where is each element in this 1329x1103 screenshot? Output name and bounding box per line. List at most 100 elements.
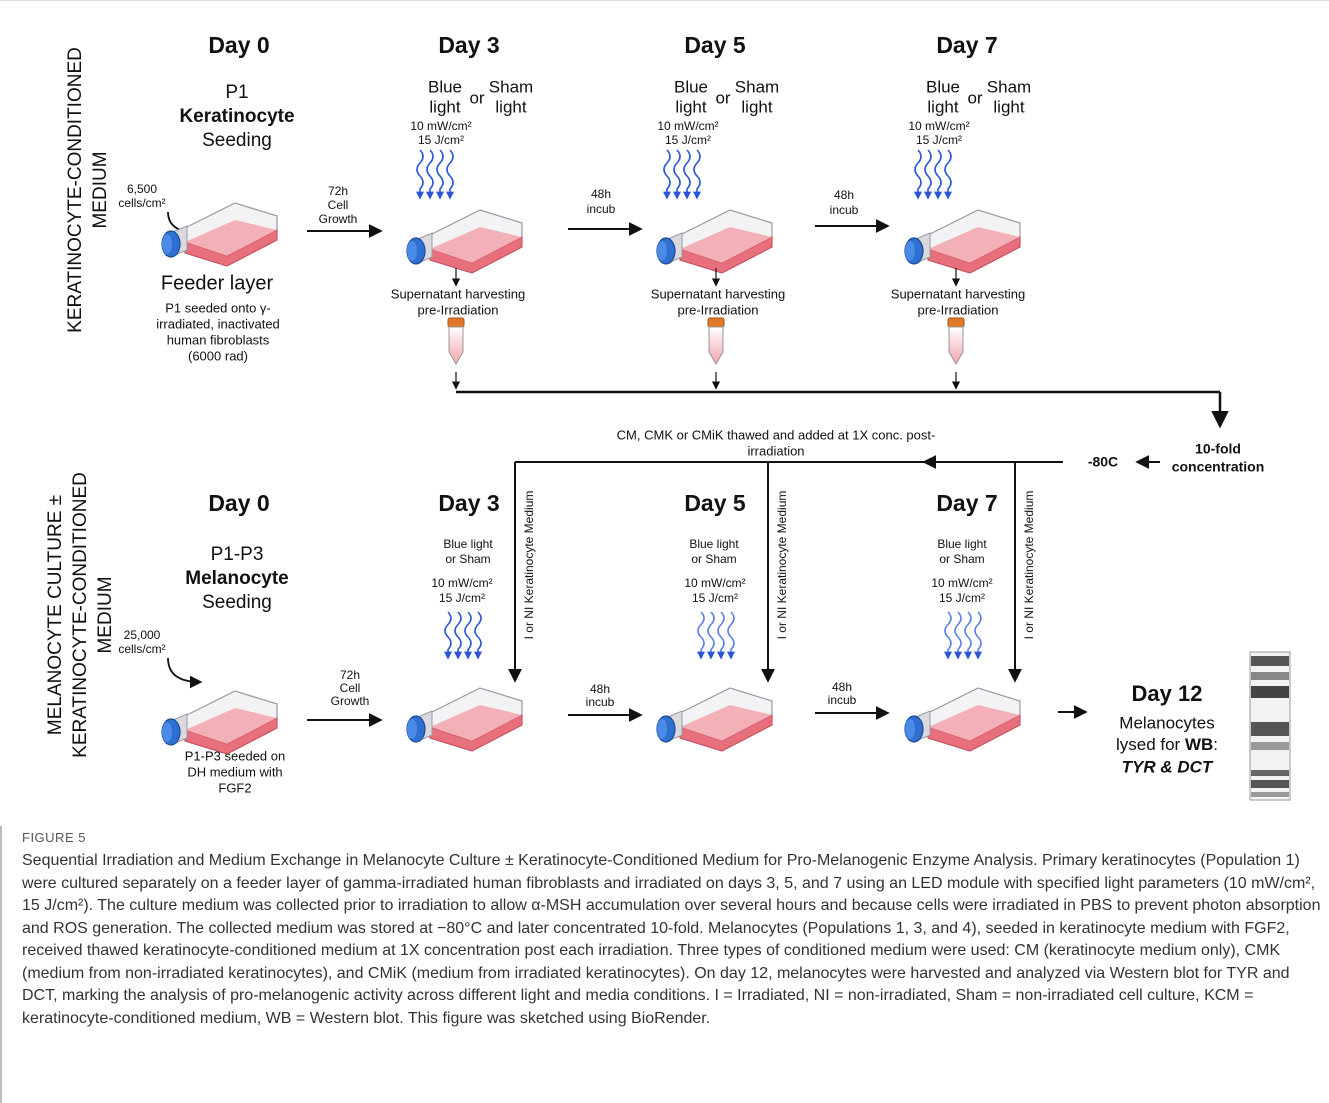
tube-body (709, 327, 723, 364)
blot-band (1251, 672, 1289, 680)
medium-label: I or NI Keratinocyte Medium (522, 491, 536, 640)
light-wave (945, 612, 951, 658)
light-wave (694, 150, 700, 198)
label: light (675, 97, 706, 116)
label: Day 0 (208, 32, 269, 58)
flask-icon (657, 210, 772, 273)
light-wave (975, 612, 981, 658)
light-wave (427, 150, 433, 198)
final-line: lysed for WB: (1116, 735, 1218, 754)
label: or Sham (939, 552, 984, 566)
label: Day 5 (684, 490, 746, 516)
label: 10 mW/cm² (410, 119, 471, 133)
medium-label: I or NI Keratinocyte Medium (775, 491, 789, 640)
light-wave (674, 150, 680, 198)
label: 72h (328, 184, 348, 198)
light-wave (708, 612, 714, 658)
label: 15 J/cm² (418, 133, 464, 147)
flask-cap-face (162, 722, 172, 742)
blot-band (1251, 742, 1289, 750)
light-wave (925, 150, 931, 198)
tube-cap (448, 318, 464, 327)
light-wave (955, 612, 961, 658)
flask-icon (162, 691, 277, 754)
blot-band (1251, 686, 1289, 698)
label: Blue (926, 77, 960, 96)
label: Cell (340, 681, 361, 695)
label: pre-Irradiation (678, 302, 759, 317)
side-label: MEDIUM (95, 576, 116, 653)
label: light (429, 97, 460, 116)
label: Day 12 (1132, 681, 1203, 706)
tube-icon (708, 318, 724, 364)
label: 48h (832, 680, 852, 694)
label: Sham (489, 77, 533, 96)
light-wave (475, 612, 481, 658)
side-label: KERATINOCYTE-CONDITIONED (70, 472, 91, 758)
label: Day 0 (208, 490, 269, 516)
label: Melanocyte (185, 568, 288, 589)
label: Blue light (443, 537, 493, 551)
label: incub (587, 202, 616, 216)
label: or (967, 88, 982, 107)
label: pre-Irradiation (418, 302, 499, 317)
label: 25,000 (124, 628, 161, 642)
label: human fibroblasts (167, 332, 270, 347)
flask-icon (905, 688, 1020, 751)
label: Sham (987, 77, 1031, 96)
label: lysed for (1116, 735, 1185, 754)
label: Supernatant harvesting (651, 286, 785, 301)
label: Blue light (937, 537, 987, 551)
light-wave (447, 150, 453, 198)
label: Day 3 (438, 32, 499, 58)
label: 15 J/cm² (665, 133, 711, 147)
label: Seeding (202, 130, 272, 151)
label: or (469, 88, 484, 107)
label: Blue light (689, 537, 739, 551)
tube-icon (948, 318, 964, 364)
label: (6000 rad) (188, 348, 248, 363)
label: 48h (590, 682, 610, 696)
label: concentration (1172, 459, 1265, 475)
label: Supernatant harvesting (391, 286, 525, 301)
light-wave (945, 150, 951, 198)
flask-cap-face (407, 241, 417, 261)
label: 48h (834, 188, 854, 202)
label: incub (586, 695, 615, 709)
label: incub (830, 203, 859, 217)
label: 10 mW/cm² (931, 576, 992, 590)
label: light (993, 97, 1024, 116)
label: P1-P3 (211, 544, 264, 565)
blot-band (1251, 656, 1289, 666)
light-wave (455, 612, 461, 658)
light-wave (728, 612, 734, 658)
flask-icon (407, 210, 522, 273)
label: Keratinocyte (179, 106, 294, 127)
flask-icon (657, 688, 772, 751)
label: 15 J/cm² (692, 591, 738, 605)
side-label: KERATINOCYTE-CONDITIONED (65, 47, 86, 333)
blot-band (1251, 780, 1289, 788)
light-wave (437, 150, 443, 198)
label: light (495, 97, 526, 116)
tube-cap (948, 318, 964, 327)
caption-text: Sequential Irradiation and Medium Exchan… (22, 850, 1322, 1030)
label: DH medium with (187, 764, 282, 779)
light-wave (698, 612, 704, 658)
flask-cap-face (657, 719, 667, 739)
label: Day 5 (684, 32, 746, 58)
label: Day 3 (438, 490, 499, 516)
label: TYR & DCT (1122, 757, 1214, 776)
blot-band (1251, 792, 1289, 797)
light-wave (465, 612, 471, 658)
label: CM, CMK or CMiK thawed and added at 1X c… (617, 427, 936, 442)
flask-cap-face (407, 719, 417, 739)
light-wave (965, 612, 971, 658)
label: 10 mW/cm² (431, 576, 492, 590)
flask-cap-face (905, 241, 915, 261)
label: : (1213, 735, 1218, 754)
label: 15 J/cm² (939, 591, 985, 605)
label: Feeder layer (161, 272, 274, 294)
label: irradiated, inactivated (156, 316, 280, 331)
light-wave (445, 612, 451, 658)
